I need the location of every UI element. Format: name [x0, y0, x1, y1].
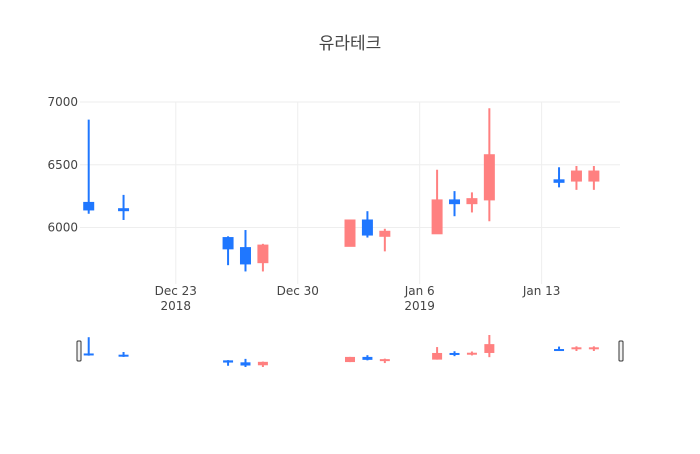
range-slider-right-handle[interactable] — [618, 340, 624, 362]
candle-body — [379, 230, 391, 237]
candle-body — [257, 244, 269, 264]
candle-body — [570, 170, 582, 182]
slider-candlestick — [449, 351, 460, 357]
grid-layer — [80, 101, 620, 284]
slider-candlestick — [345, 356, 355, 363]
candlestick — [379, 228, 391, 252]
candlestick — [222, 236, 234, 266]
candlestick — [570, 166, 582, 190]
slider-candle-body — [118, 354, 129, 357]
y-axis-ticks: 6000 6500 7000 — [47, 95, 78, 235]
candlestick-series — [83, 108, 600, 272]
slider-candle-body — [223, 360, 234, 363]
slider-candlestick — [240, 358, 251, 367]
y-tick-label: 6000 — [47, 221, 78, 235]
slider-candle-body — [432, 352, 443, 360]
slider-candle-body — [257, 361, 268, 366]
x-tick-label: Dec 30 — [277, 284, 319, 298]
slider-candlestick — [484, 335, 495, 358]
slider-candle-body — [379, 359, 390, 362]
slider-candlestick — [379, 358, 390, 364]
candlestick — [449, 191, 461, 217]
slider-candle-body — [83, 353, 94, 356]
slider-candlestick — [571, 346, 582, 351]
candle-body — [553, 179, 565, 183]
candlestick — [118, 194, 130, 220]
candlestick — [361, 211, 373, 238]
slider-candle-body — [554, 349, 565, 352]
slider-candlestick — [554, 346, 565, 352]
slider-candlestick — [118, 351, 129, 357]
slider-candlestick — [83, 337, 94, 356]
slider-candle-body — [571, 347, 582, 350]
x-tick-year-label: 2019 — [404, 299, 435, 313]
y-tick-label: 6500 — [47, 158, 78, 172]
candle-body — [118, 208, 130, 212]
slider-candle-body — [449, 352, 460, 355]
candle-body — [83, 201, 95, 211]
candle-body — [222, 237, 234, 250]
candle-body — [239, 247, 251, 265]
candlestick — [466, 192, 478, 213]
x-tick-year-label: 2018 — [161, 299, 192, 313]
slider-candle-body — [362, 356, 373, 360]
candlestick — [431, 169, 443, 235]
slider-candlestick — [257, 361, 268, 367]
candle-body — [466, 198, 478, 205]
candlestick — [344, 219, 356, 247]
x-tick-label: Jan 6 — [404, 284, 435, 298]
candle-body — [449, 199, 461, 205]
slider-candlestick — [466, 351, 477, 356]
chart-title: 유라테크 — [319, 34, 382, 54]
candlestick — [257, 243, 269, 272]
slider-candle-body — [240, 362, 251, 366]
candlestick — [83, 119, 95, 214]
slider-candle-body — [484, 344, 495, 353]
slider-candlestick — [362, 355, 373, 361]
candlestick — [553, 167, 565, 188]
candlestick — [588, 166, 600, 190]
slider-candlestick — [588, 346, 599, 351]
candle-body — [588, 170, 600, 182]
candlestick — [483, 108, 495, 222]
slider-candle-body — [345, 356, 355, 363]
slider-candlestick — [223, 360, 234, 366]
x-tick-label: Jan 13 — [522, 284, 561, 298]
slider-candle-body — [466, 352, 477, 355]
range-slider[interactable] — [76, 335, 624, 367]
candle-body — [431, 199, 443, 235]
candle-body — [344, 219, 356, 247]
range-slider-left-handle[interactable] — [76, 340, 82, 362]
candle-body — [361, 219, 373, 236]
y-tick-label: 7000 — [47, 95, 78, 109]
slider-candlestick — [432, 347, 443, 360]
slider-candle-body — [588, 347, 599, 350]
x-tick-label: Dec 23 — [155, 284, 197, 298]
candle-body — [483, 154, 495, 201]
candlestick — [239, 230, 251, 272]
